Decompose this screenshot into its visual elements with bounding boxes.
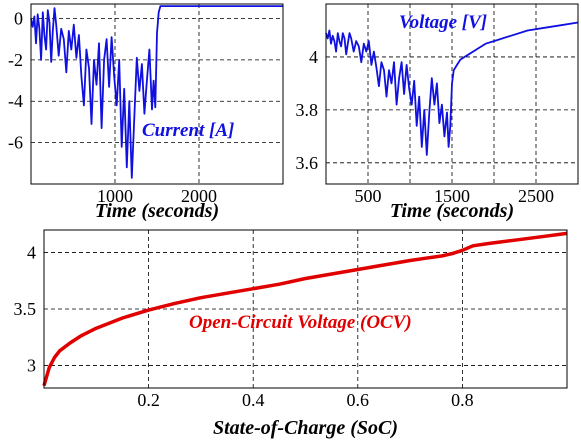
- ocv-x-tick-label: 0.4: [242, 390, 265, 410]
- ocv-series-line: [42, 231, 568, 387]
- current-y-tick-label: -6: [8, 133, 23, 153]
- ocv-x-axis-label: State-of-Charge (SoC): [213, 417, 398, 439]
- current-x-tick-label: 1000: [97, 186, 133, 206]
- current-chart: 1000 2000 0 -2 -4 -6 Time (seconds) Current [A]: [8, 3, 284, 222]
- ocv-x-tick-label: 0.8: [451, 390, 474, 410]
- ocv-x-tick-label: 0.6: [347, 390, 370, 410]
- ocv-plot-frame: [43, 229, 568, 389]
- voltage-x-axis-label: Time (seconds): [390, 200, 514, 222]
- voltage-plot-frame: [325, 3, 579, 185]
- ocv-y-tick-label: 4: [27, 243, 36, 263]
- voltage-y-tick-label: 4: [309, 47, 318, 67]
- ocv-x-tick-label: 0.2: [137, 390, 160, 410]
- voltage-series-line: [325, 21, 579, 156]
- current-x-tick-label: 2000: [181, 186, 217, 206]
- voltage-chart: 500 1500 2500 4 3.8 3.6 Time (seconds) Voltage …: [296, 3, 579, 222]
- voltage-x-tick-label: 2500: [518, 186, 554, 206]
- voltage-y-tick-label: 3.6: [296, 153, 319, 173]
- current-y-tick-label: -4: [8, 91, 23, 111]
- ocv-chart: 0.2 0.4 0.6 0.8 4 3.5 3 State-of-Charge (SoC) Op…: [14, 229, 568, 439]
- current-series-line: [30, 5, 283, 179]
- voltage-series-label: Voltage [V]: [399, 12, 487, 33]
- ocv-series-label: Open-Circuit Voltage (OCV): [189, 312, 412, 333]
- ocv-y-tick-label: 3.5: [14, 299, 37, 319]
- current-series-label: Current [A]: [142, 120, 234, 141]
- current-y-tick-label: -2: [8, 50, 23, 70]
- current-y-tick-label: 0: [14, 8, 23, 28]
- ocv-y-tick-label: 3: [27, 355, 36, 375]
- current-plot-frame: [30, 3, 284, 185]
- voltage-x-tick-label: 500: [355, 186, 382, 206]
- voltage-y-tick-label: 3.8: [296, 100, 319, 120]
- voltage-x-tick-label: 1500: [434, 186, 470, 206]
- current-x-axis-label: Time (seconds): [95, 200, 219, 222]
